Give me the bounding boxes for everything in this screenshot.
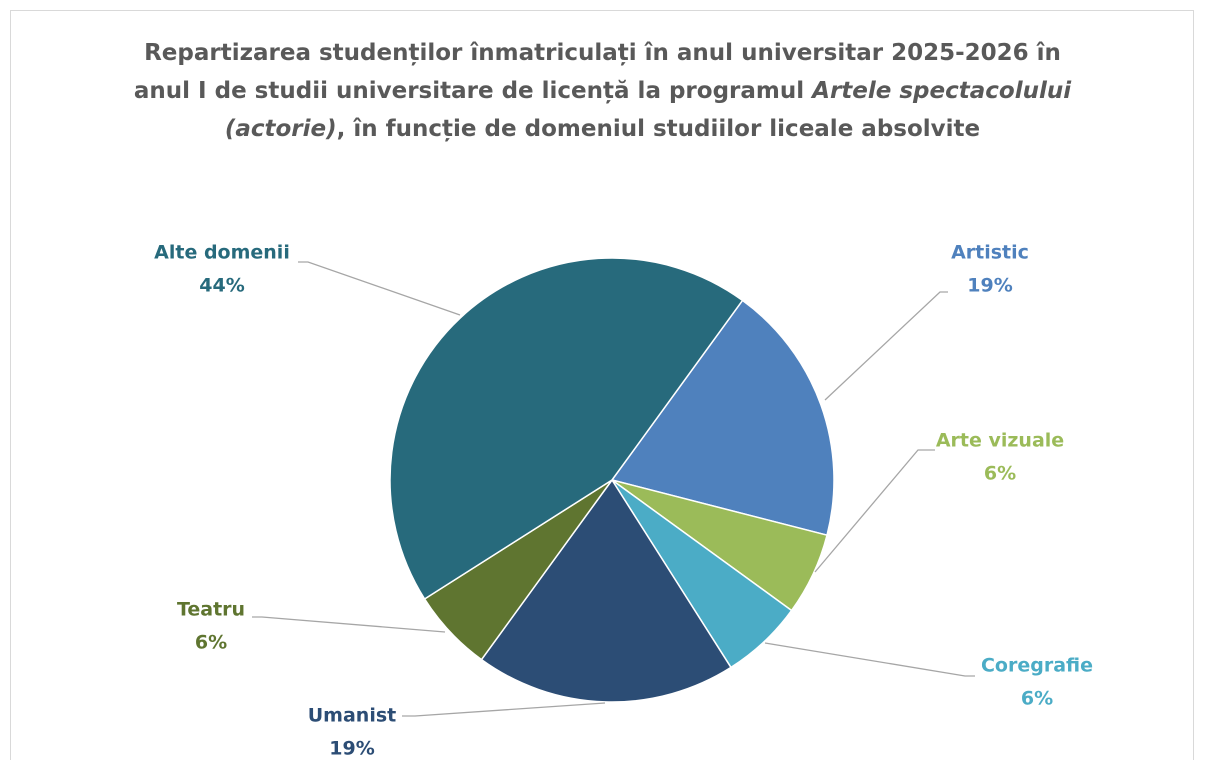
value-label: 6% <box>195 632 227 654</box>
value-label: 6% <box>1021 688 1053 710</box>
value-label: 19% <box>967 275 1012 297</box>
pie-slice <box>610 299 835 537</box>
chart-title: Repartizarea studenților înmatriculați î… <box>130 34 1075 148</box>
value-label: 19% <box>329 738 374 760</box>
leader-line <box>814 449 935 573</box>
title-part: Artele spectacolului (actorie) <box>224 78 1072 142</box>
value-label: 44% <box>199 275 244 297</box>
leader-line <box>298 261 461 316</box>
leader-line <box>764 642 975 677</box>
leader-line <box>824 291 948 401</box>
category-label: Coregrafie <box>981 655 1093 677</box>
pie-slice <box>480 478 732 703</box>
category-label: Umanist <box>308 705 396 727</box>
value-label: 6% <box>984 463 1016 485</box>
leader-line <box>252 616 446 633</box>
category-label: Artistic <box>951 242 1029 264</box>
category-label: Alte domenii <box>154 242 290 264</box>
leader-line <box>402 702 606 717</box>
category-label: Arte vizuale <box>936 430 1064 452</box>
title-part: , în funcție de domeniul studiilor licea… <box>336 116 981 142</box>
title-part: Repartizarea studenților înmatriculați î… <box>133 40 1061 104</box>
category-label: Teatru <box>177 599 245 621</box>
pie-slice <box>389 257 744 600</box>
chart-frame <box>10 10 1194 760</box>
